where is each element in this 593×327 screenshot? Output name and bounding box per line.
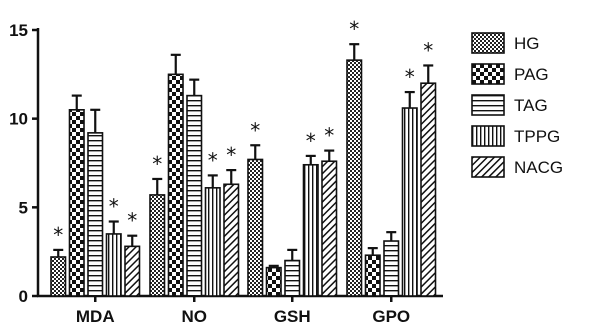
bar-tppg-gsh: * <box>302 129 319 297</box>
x-tick-label-no: NO <box>182 307 208 326</box>
legend-item-tag: TAG <box>471 94 548 116</box>
legend-swatch <box>471 32 505 54</box>
bar-rect <box>204 187 221 297</box>
bar-rect <box>223 183 240 297</box>
bar-rect <box>149 194 166 297</box>
bar-pag-gpo <box>364 247 381 297</box>
bar-rect <box>284 259 301 297</box>
legend-label: TPPG <box>514 127 560 146</box>
bar-rect <box>105 233 122 297</box>
axes: 0 5 10 15 MDA NO GSH GPO <box>9 21 443 326</box>
bar-hg-no: * <box>149 152 166 297</box>
y-tick-label-5: 5 <box>19 198 28 217</box>
bar-nacg-gsh: * <box>321 124 338 297</box>
bar-rect <box>265 266 282 297</box>
bar-hg-mda: * <box>50 223 67 297</box>
bar-nacg-gpo: * <box>420 38 437 297</box>
x-tick-label-mda: MDA <box>76 307 115 326</box>
significance-marker: * <box>405 65 415 89</box>
bar-rect <box>186 94 203 297</box>
bar-rect <box>383 240 400 297</box>
legend-swatch <box>471 63 505 85</box>
bar-tag-mda <box>87 108 104 297</box>
bar-tag-gsh <box>284 248 301 297</box>
bar-tag-no <box>186 78 203 297</box>
bar-rect <box>124 245 141 297</box>
legend-swatch <box>471 94 505 116</box>
bar-tppg-mda: * <box>105 195 122 297</box>
significance-marker: * <box>127 209 137 233</box>
significance-marker: * <box>423 38 433 62</box>
bar-tag-gpo <box>383 231 400 297</box>
legend-label: TAG <box>514 96 548 115</box>
significance-marker: * <box>109 195 119 219</box>
bar-nacg-no: * <box>223 143 240 297</box>
bar-rect <box>87 132 104 297</box>
bar-rect <box>420 82 437 297</box>
bar-rect <box>50 256 67 297</box>
legend-item-hg: HG <box>471 32 540 54</box>
x-tick-label-gpo: GPO <box>372 307 410 326</box>
bar-rect <box>247 158 264 297</box>
x-tick-label-gsh: GSH <box>274 307 311 326</box>
bar-tppg-no: * <box>204 148 221 297</box>
legend-label: PAG <box>514 65 549 84</box>
bar-rect <box>346 59 363 297</box>
bar-rect <box>321 160 338 297</box>
y-tick-label-15: 15 <box>9 21 28 40</box>
bar-nacg-mda: * <box>124 209 141 297</box>
bar-rect <box>401 107 418 297</box>
y-tick-label-10: 10 <box>9 110 28 129</box>
bar-rect <box>364 254 381 297</box>
significance-marker: * <box>226 143 236 167</box>
bar-rect <box>68 109 85 297</box>
bar-tppg-gpo: * <box>401 65 418 297</box>
legend-item-nacg: NACG <box>471 156 563 178</box>
significance-marker: * <box>152 152 162 176</box>
legend-label: HG <box>514 34 540 53</box>
significance-marker: * <box>250 118 260 142</box>
legend: HG PAG TAG TPPG NACG <box>471 32 563 178</box>
legend-swatch <box>471 125 505 147</box>
bar-hg-gpo: * <box>346 17 363 297</box>
significance-marker: * <box>208 148 218 172</box>
bar-rect <box>302 163 319 297</box>
significance-marker: * <box>53 223 63 247</box>
legend-label: NACG <box>514 158 563 177</box>
y-tick-label-0: 0 <box>19 287 28 306</box>
legend-item-pag: PAG <box>471 63 549 85</box>
bars: * * * * * * * * * * * * <box>50 17 437 297</box>
bar-pag-mda <box>68 94 85 297</box>
legend-item-tppg: TPPG <box>471 125 560 147</box>
significance-marker: * <box>349 17 359 41</box>
significance-marker: * <box>324 124 334 148</box>
bar-hg-gsh: * <box>247 118 264 297</box>
bar-pag-gsh <box>265 264 282 297</box>
legend-swatch <box>471 156 505 178</box>
significance-marker: * <box>306 129 316 153</box>
bar-pag-no <box>167 53 184 297</box>
bar-rect <box>167 73 184 297</box>
